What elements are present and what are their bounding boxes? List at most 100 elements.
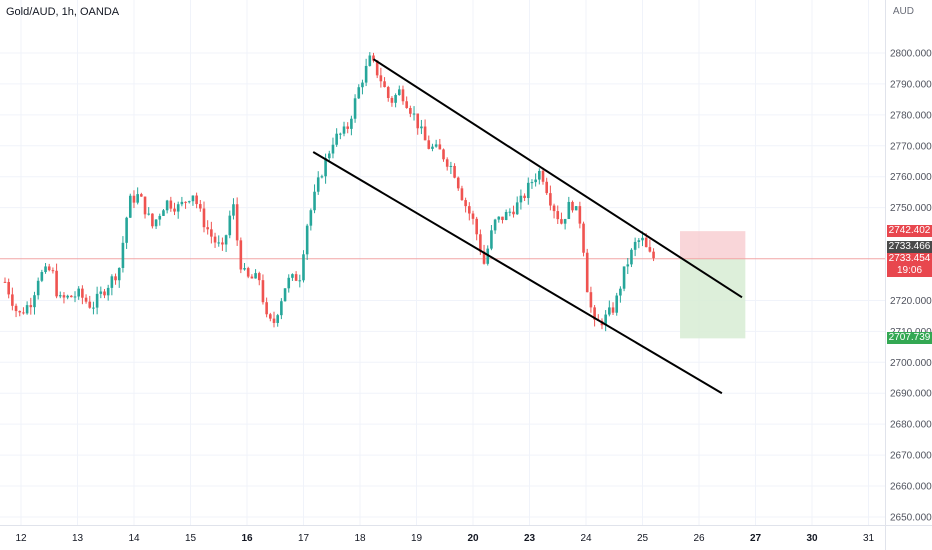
candle-body (453, 165, 456, 178)
candle-body (265, 302, 268, 315)
candle-body (309, 210, 313, 226)
chart-title: Gold/AUD, 1h, OANDA (6, 6, 120, 18)
price-axis[interactable]: 2800.000 2790.000 2780.000 2770.000 2760.000… (890, 49, 932, 524)
candle-body (125, 217, 128, 243)
stop-loss-badge: 2742.402 (887, 225, 932, 238)
candle-body (173, 208, 176, 212)
candle-body (412, 113, 416, 115)
time-tick-label: 23 (524, 533, 536, 544)
price-tick-label: 2760.000 (890, 172, 932, 183)
candle-body (261, 280, 265, 303)
price-tick-label: 2660.000 (890, 482, 932, 493)
candle-body (468, 206, 471, 214)
candle-body (571, 201, 574, 211)
candle-body (128, 195, 132, 218)
currency-label: AUD (892, 6, 914, 17)
candle-body (567, 201, 571, 219)
candle-body (7, 282, 10, 295)
time-axis[interactable]: 12 13 14 15 16 17 18 19 20 23 24 25 26 27 30 31 (15, 533, 874, 544)
candle-body (434, 144, 438, 147)
candle-body (456, 177, 460, 189)
time-tick-label: 14 (128, 533, 140, 544)
candle-body (298, 280, 302, 282)
candle-body (151, 213, 154, 227)
time-tick-label: 26 (693, 533, 705, 544)
candle-body (66, 295, 69, 298)
candle-body (147, 213, 151, 215)
candle-body (563, 218, 567, 224)
candle-body (327, 153, 331, 159)
candle-body (324, 158, 327, 177)
candle-body (305, 225, 309, 255)
candle-body (397, 89, 401, 96)
price-tick-label: 2690.000 (890, 389, 932, 400)
candle-body (416, 113, 420, 129)
candle-body (269, 314, 272, 319)
trend-channel[interactable] (312, 58, 743, 395)
candle-body (431, 146, 434, 149)
candle-body (213, 236, 217, 243)
candle-body (346, 126, 350, 129)
time-tick-label: 16 (241, 533, 253, 544)
candle-body (552, 205, 556, 212)
candle-body (497, 216, 501, 220)
candle-body (442, 149, 445, 160)
candle-body (526, 182, 530, 199)
time-tick-label: 12 (15, 533, 27, 544)
candle-body (55, 270, 58, 297)
candle-body (3, 281, 7, 283)
candle-body (11, 294, 14, 306)
candle-body (486, 248, 490, 264)
candle-body (545, 181, 548, 194)
candle-body (29, 305, 33, 308)
candle-body (88, 301, 92, 308)
time-tick-label: 30 (806, 533, 818, 544)
candle-body (375, 60, 379, 76)
candle-body (479, 234, 482, 252)
candle-body (99, 291, 103, 294)
position-zones (680, 231, 746, 339)
candle-body (287, 277, 291, 289)
candle-body (187, 201, 191, 203)
candle-body (342, 126, 346, 134)
price-tick-label: 2650.000 (890, 512, 932, 523)
time-tick-label: 19 (411, 533, 423, 544)
candle-body (512, 211, 515, 215)
time-tick-label: 25 (637, 533, 649, 544)
candle-body (294, 274, 298, 281)
candle-body (372, 55, 375, 61)
candle-body (409, 108, 412, 114)
candle-body (221, 242, 224, 245)
candle-body (280, 301, 283, 316)
price-tick-label: 2700.000 (890, 358, 932, 369)
candle-body (232, 204, 235, 216)
candle-body (471, 213, 475, 219)
candle-body (611, 307, 615, 313)
candle-body (405, 101, 408, 109)
candle-body (379, 75, 383, 82)
candle-body (633, 241, 637, 250)
candle-body (339, 133, 342, 135)
candle-body (165, 200, 169, 211)
candle-body (589, 292, 593, 308)
candle-body (534, 179, 537, 183)
candle-body (482, 251, 486, 264)
candle-body (47, 266, 51, 271)
candle-body (210, 229, 213, 237)
candle-body (22, 312, 25, 314)
candle-body (62, 295, 66, 298)
candle-body (217, 242, 221, 244)
time-tick-label: 17 (298, 533, 310, 544)
candle-body (353, 98, 357, 119)
candle-body (110, 276, 114, 288)
candle-body (106, 287, 110, 296)
candle-body (184, 201, 187, 203)
candle-body (445, 159, 449, 167)
candle-body (51, 270, 55, 272)
last-price-badge: 2733.454 (887, 253, 932, 266)
candle-body (641, 237, 644, 241)
candle-body (490, 230, 493, 249)
candle-body (33, 295, 36, 308)
candle-body (394, 95, 397, 103)
